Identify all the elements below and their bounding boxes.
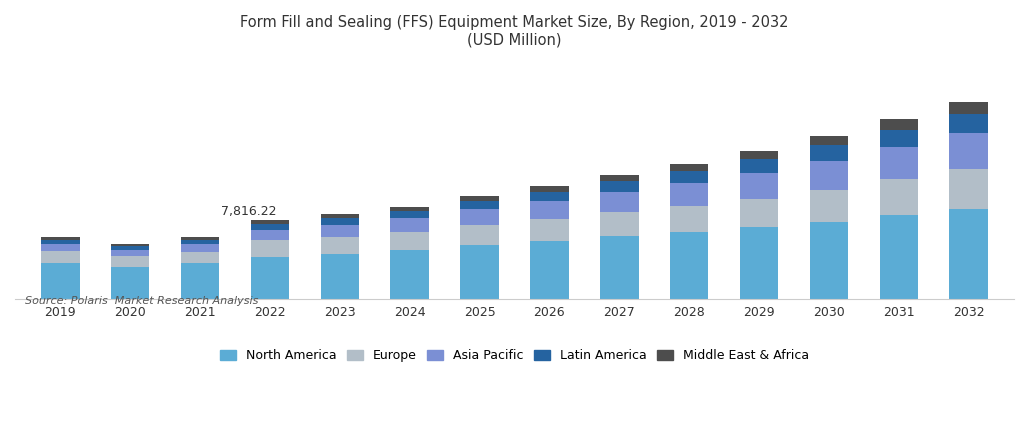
Bar: [111, 246, 149, 250]
Bar: [740, 227, 778, 299]
Bar: [670, 164, 708, 171]
Bar: [530, 186, 569, 192]
Bar: [950, 114, 988, 133]
Text: Source: Polaris  Market Research Analysis: Source: Polaris Market Research Analysis: [25, 296, 258, 306]
Bar: [41, 237, 79, 239]
Bar: [460, 225, 499, 245]
Bar: [390, 232, 429, 250]
Bar: [321, 214, 359, 219]
Bar: [460, 209, 499, 225]
Bar: [810, 222, 848, 299]
Bar: [950, 169, 988, 209]
Bar: [600, 212, 639, 236]
Bar: [740, 151, 778, 159]
Bar: [950, 102, 988, 114]
Bar: [530, 201, 569, 219]
Bar: [321, 225, 359, 237]
Bar: [251, 256, 289, 299]
Bar: [530, 241, 569, 299]
Bar: [740, 173, 778, 199]
Bar: [390, 207, 429, 211]
Bar: [41, 251, 79, 263]
Bar: [251, 230, 289, 240]
Bar: [460, 196, 499, 201]
Bar: [880, 119, 918, 130]
Bar: [41, 239, 79, 244]
Bar: [321, 237, 359, 254]
Bar: [181, 263, 219, 299]
Bar: [321, 254, 359, 299]
Bar: [670, 183, 708, 206]
Bar: [670, 232, 708, 299]
Bar: [810, 161, 848, 190]
Bar: [670, 171, 708, 183]
Bar: [390, 250, 429, 299]
Bar: [530, 192, 569, 201]
Bar: [530, 219, 569, 241]
Bar: [390, 219, 429, 232]
Bar: [600, 236, 639, 299]
Legend: North America, Europe, Asia Pacific, Latin America, Middle East & Africa: North America, Europe, Asia Pacific, Lat…: [215, 344, 814, 367]
Bar: [251, 240, 289, 256]
Bar: [880, 130, 918, 147]
Bar: [181, 251, 219, 263]
Bar: [740, 159, 778, 173]
Bar: [460, 245, 499, 299]
Bar: [321, 219, 359, 225]
Bar: [460, 201, 499, 209]
Bar: [181, 237, 219, 240]
Bar: [880, 147, 918, 179]
Bar: [390, 211, 429, 219]
Bar: [880, 215, 918, 299]
Bar: [810, 136, 848, 145]
Text: 7,816.22: 7,816.22: [221, 205, 277, 219]
Bar: [670, 206, 708, 232]
Bar: [600, 181, 639, 192]
Bar: [600, 175, 639, 181]
Bar: [111, 267, 149, 299]
Bar: [740, 199, 778, 227]
Bar: [810, 145, 848, 161]
Bar: [181, 240, 219, 244]
Bar: [251, 224, 289, 230]
Bar: [950, 133, 988, 169]
Bar: [880, 179, 918, 215]
Bar: [950, 209, 988, 299]
Bar: [41, 244, 79, 251]
Bar: [111, 244, 149, 246]
Bar: [251, 220, 289, 224]
Bar: [111, 250, 149, 256]
Bar: [111, 256, 149, 267]
Bar: [181, 244, 219, 251]
Bar: [600, 192, 639, 212]
Bar: [810, 190, 848, 222]
Title: Form Fill and Sealing (FFS) Equipment Market Size, By Region, 2019 - 2032
(USD M: Form Fill and Sealing (FFS) Equipment Ma…: [240, 15, 789, 47]
Bar: [41, 263, 79, 299]
